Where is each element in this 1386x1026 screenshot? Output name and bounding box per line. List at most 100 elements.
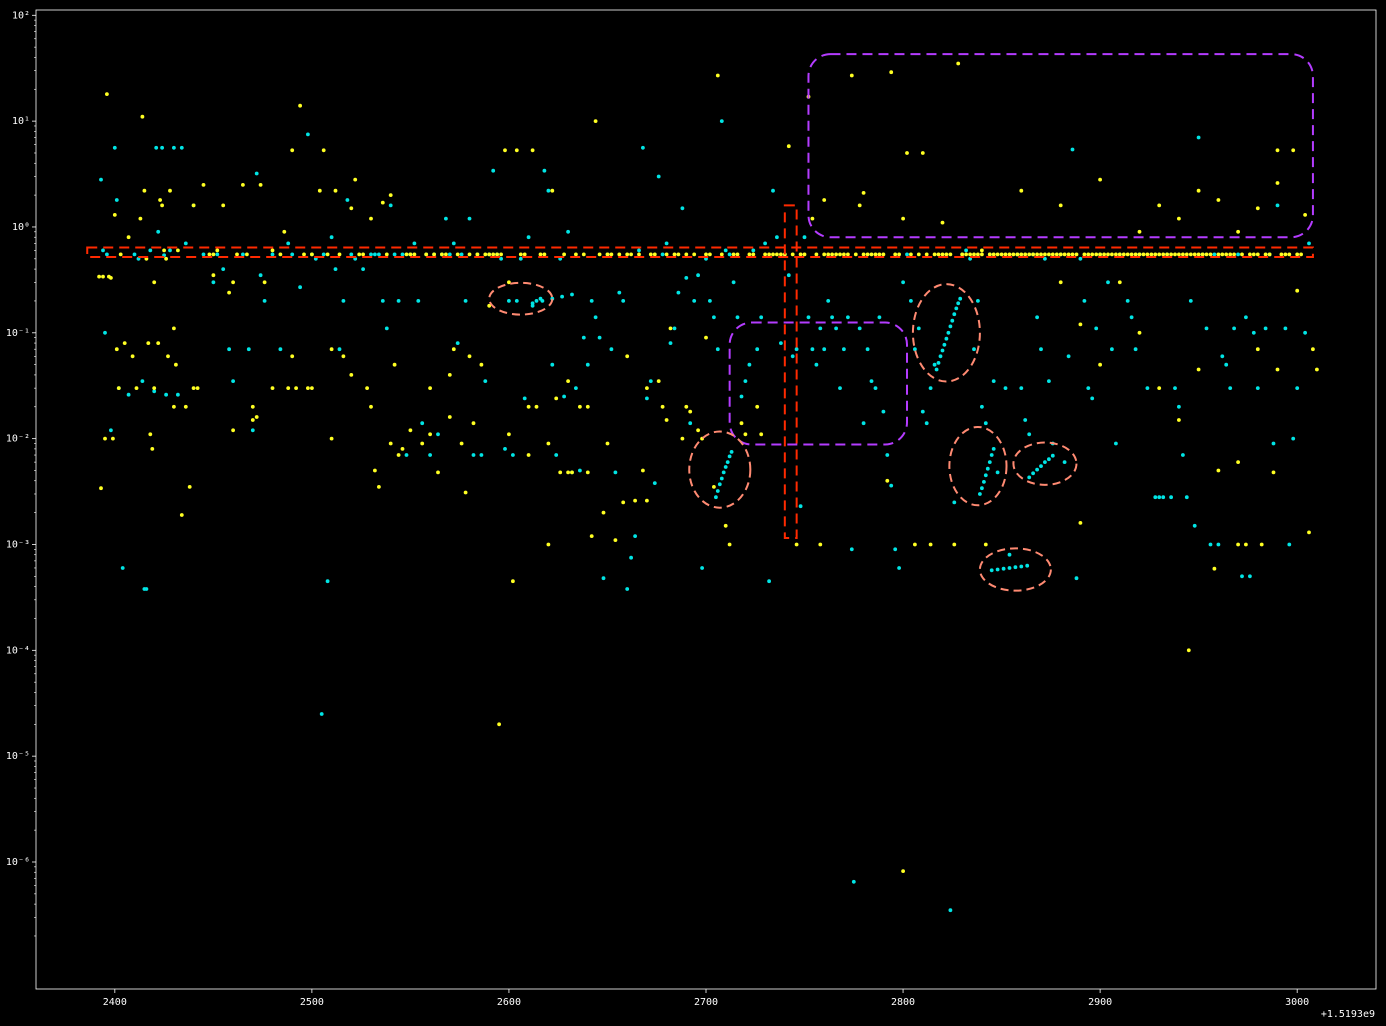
data-point: [164, 392, 169, 397]
data-point: [491, 168, 496, 173]
data-point: [916, 326, 921, 331]
data-point: [1216, 252, 1221, 257]
data-point: [221, 203, 226, 208]
data-point: [700, 566, 704, 570]
data-point: [290, 252, 295, 257]
data-point: [1216, 198, 1221, 202]
data-point: [857, 326, 862, 331]
data-point: [1070, 147, 1075, 152]
data-point: [794, 542, 799, 547]
data-point: [838, 252, 842, 257]
data-point: [152, 389, 157, 394]
data-point: [1192, 523, 1197, 528]
data-point: [1173, 252, 1177, 257]
data-point: [1082, 299, 1087, 303]
data-point: [140, 379, 145, 383]
data-point: [278, 347, 283, 352]
data-point: [901, 869, 905, 873]
data-point: [909, 252, 913, 257]
data-point: [1224, 252, 1229, 257]
data-point: [802, 235, 807, 240]
data-point: [507, 280, 511, 285]
data-point: [1027, 252, 1032, 257]
data-point: [337, 252, 342, 257]
data-point: [991, 379, 996, 383]
data-point: [1137, 252, 1142, 257]
data-point: [739, 421, 744, 426]
data-point: [983, 473, 988, 478]
data-point: [1031, 471, 1035, 476]
data-point: [1047, 379, 1051, 383]
data-point: [183, 404, 188, 409]
highlight-rounded-rect: [728, 321, 908, 446]
highlight-rect: [86, 246, 1314, 259]
data-point: [211, 252, 216, 257]
data-point: [1153, 252, 1158, 257]
data-point: [704, 252, 708, 257]
data-point: [1110, 252, 1114, 257]
data-point: [1086, 386, 1091, 390]
data-point: [144, 587, 149, 591]
data-point: [696, 428, 700, 433]
data-point: [712, 485, 716, 489]
data-point: [1117, 252, 1122, 257]
data-point: [751, 248, 756, 253]
data-point: [1186, 648, 1191, 653]
data-point: [617, 252, 622, 257]
data-point: [936, 252, 941, 257]
x-tick-label: 2600: [497, 997, 521, 1008]
data-point: [195, 386, 200, 390]
data-point: [1181, 453, 1185, 457]
data-point: [105, 92, 109, 96]
data-point: [1094, 252, 1099, 257]
data-point: [725, 460, 730, 464]
data-point: [1043, 460, 1047, 464]
data-point: [290, 148, 295, 153]
data-point: [924, 252, 929, 257]
data-point: [1271, 470, 1276, 475]
highlight-ellipse: [488, 281, 554, 316]
data-point: [1090, 396, 1095, 401]
data-point: [1058, 203, 1063, 208]
points-layer: [97, 61, 1319, 913]
data-point: [775, 252, 779, 257]
data-point: [731, 252, 736, 257]
data-point: [444, 252, 448, 257]
data-point: [735, 252, 740, 257]
y-tick-label: 10⁻⁴: [6, 645, 30, 656]
data-point: [834, 252, 838, 257]
data-point: [1248, 574, 1252, 579]
data-point: [806, 315, 811, 320]
data-point: [621, 299, 626, 303]
data-point: [767, 579, 771, 584]
data-point: [934, 367, 939, 372]
data-point: [530, 148, 535, 153]
y-tick-label: 10⁰: [12, 222, 30, 233]
data-point: [1224, 362, 1229, 367]
data-point: [913, 347, 917, 352]
data-point: [1311, 347, 1315, 352]
data-point: [1196, 252, 1201, 257]
data-point: [585, 362, 590, 367]
data-point: [717, 482, 722, 487]
data-point: [1188, 299, 1193, 303]
data-point: [1255, 252, 1260, 257]
data-point: [743, 432, 748, 437]
data-point: [1192, 252, 1197, 257]
data-point: [471, 453, 476, 457]
data-point: [503, 447, 507, 451]
data-point: [989, 453, 994, 457]
data-point: [873, 252, 878, 257]
data-point: [1177, 252, 1181, 257]
data-point: [562, 252, 566, 257]
data-point: [668, 341, 673, 345]
data-point: [333, 188, 338, 193]
data-point: [954, 306, 959, 311]
data-point: [392, 362, 397, 367]
data-point: [589, 534, 594, 538]
data-point: [258, 183, 263, 187]
data-point: [901, 280, 905, 285]
data-point: [1177, 404, 1181, 409]
data-point: [885, 453, 890, 457]
data-point: [1137, 330, 1142, 335]
